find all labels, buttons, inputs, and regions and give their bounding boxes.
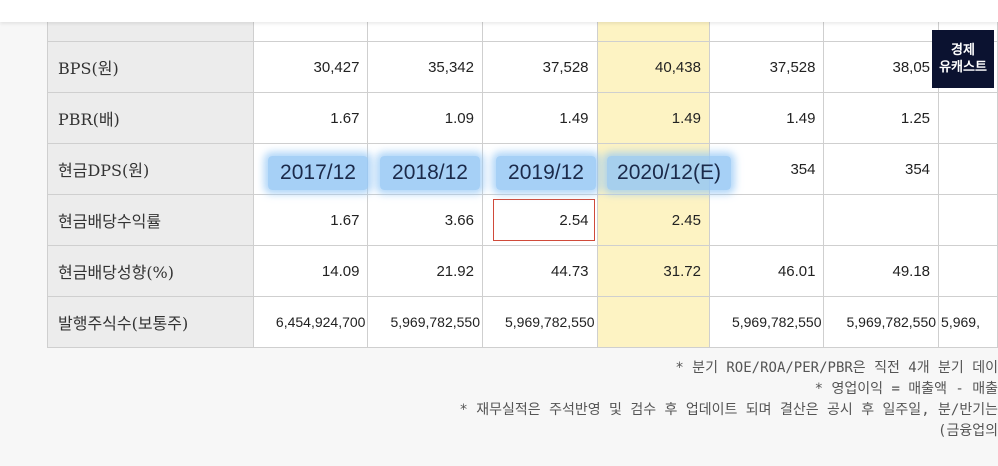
table-cell: 1.67 <box>252 92 369 144</box>
table-cell <box>823 194 940 246</box>
table-cell: 2.45 <box>596 194 710 246</box>
table-cell: 5,969,782,550 <box>481 296 598 348</box>
red-highlight-box <box>492 199 595 241</box>
channel-logo: 경제 유캐스트 <box>932 30 994 88</box>
table-cell: 38,05 <box>823 41 940 93</box>
footnote-line: * 재무실적은 주석반영 및 검수 후 업데이트 되며 결산은 공시 후 일주일… <box>459 402 998 418</box>
table-cell: 1.09 <box>367 92 483 144</box>
footnote-line: * 영업이익 = 매출액 - 매출 <box>814 381 998 397</box>
row-label: PBR(배) <box>47 92 254 144</box>
table-cell: 40,438 <box>596 41 710 93</box>
table-cell: 5,969,782,550 <box>823 296 940 348</box>
footnote-line: (금융업의 <box>938 423 998 439</box>
table-cell: 37,528 <box>481 41 598 93</box>
table-cell <box>708 194 825 246</box>
table-cell: 5,969,782,550 <box>708 296 825 348</box>
table-cell: 46.01 <box>708 245 825 297</box>
top-bar <box>0 0 998 22</box>
row-label: BPS(원) <box>47 41 254 93</box>
table-cell: 14.09 <box>252 245 369 297</box>
table-cell: 1.49 <box>481 92 598 144</box>
logo-line-1: 경제 <box>951 43 975 58</box>
year-tag-2020e: 2020/12(E) <box>607 156 731 190</box>
year-tag-2018: 2018/12 <box>380 156 480 190</box>
table-row: 현금배당성향(%) 14.09 21.92 44.73 31.72 46.01 … <box>47 245 998 297</box>
table-cell-highlighted: 2.54 <box>481 194 598 246</box>
table-cell <box>938 92 998 144</box>
table-cell: 44.73 <box>481 245 598 297</box>
table-cell: 31.72 <box>596 245 710 297</box>
logo-line-2: 유캐스트 <box>939 60 987 75</box>
table-row: 현금배당수익률 1.67 3.66 2.54 2.45 <box>47 194 998 246</box>
table-cell: 6,454,924,700 <box>252 296 369 348</box>
row-label: 현금DPS(원) <box>47 143 254 195</box>
table-cell <box>938 143 998 195</box>
table-cell <box>596 296 710 348</box>
table-cell: 5,969, <box>938 296 998 348</box>
row-label: 발행주식수(보통주) <box>47 296 254 348</box>
table-cell: 5,969,782,550 <box>367 296 483 348</box>
year-tag-2017: 2017/12 <box>268 156 368 190</box>
table-cell: 354 <box>823 143 940 195</box>
financial-table: BPS(원) 30,427 35,342 37,528 40,438 37,52… <box>47 0 998 348</box>
table-cell: 37,528 <box>708 41 825 93</box>
table-cell <box>938 245 998 297</box>
row-label: 현금배당성향(%) <box>47 245 254 297</box>
row-label: 현금배당수익률 <box>47 194 254 246</box>
table-cell: 49.18 <box>823 245 940 297</box>
table-cell <box>938 194 998 246</box>
table-cell: 1.25 <box>823 92 940 144</box>
table-cell: 3.66 <box>367 194 483 246</box>
table-row: 발행주식수(보통주) 6,454,924,700 5,969,782,550 5… <box>47 296 998 348</box>
footnote-line: * 분기 ROE/ROA/PER/PBR은 직전 4개 분기 데이 <box>675 360 998 376</box>
table-cell: 1.49 <box>596 92 710 144</box>
table-cell: 35,342 <box>367 41 483 93</box>
cell-value: 2.54 <box>559 211 589 229</box>
year-tag-2019: 2019/12 <box>496 156 596 190</box>
footnotes: * 분기 ROE/ROA/PER/PBR은 직전 4개 분기 데이 * 영업이익… <box>298 358 998 442</box>
table-cell: 1.67 <box>252 194 369 246</box>
table-row: PBR(배) 1.67 1.09 1.49 1.49 1.49 1.25 <box>47 92 998 144</box>
table-row: BPS(원) 30,427 35,342 37,528 40,438 37,52… <box>47 41 998 93</box>
table-cell: 21.92 <box>367 245 483 297</box>
table-cell: 1.49 <box>708 92 825 144</box>
table-cell: 30,427 <box>252 41 369 93</box>
